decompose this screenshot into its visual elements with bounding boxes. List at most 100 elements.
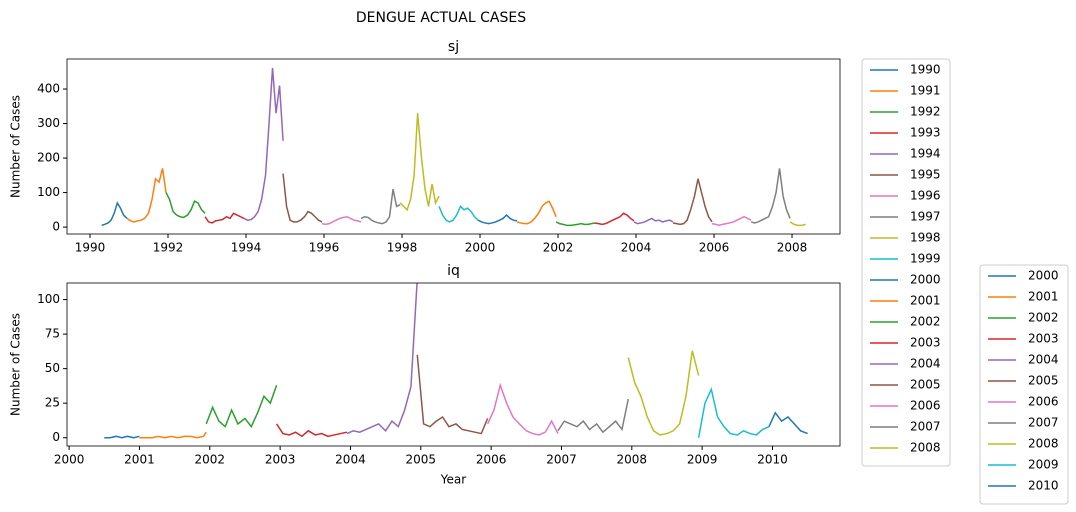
y-tick-label: 100: [37, 292, 60, 306]
series-line: [165, 192, 206, 219]
y-axis-label: Number of Cases: [9, 313, 23, 416]
series-line: [204, 212, 245, 224]
figure-title: DENGUE ACTUAL CASES: [356, 10, 526, 26]
series-line: [101, 201, 128, 227]
legend-label: 1996: [910, 189, 941, 203]
x-tick-label: 2006: [476, 453, 507, 467]
series-line: [126, 168, 167, 223]
series-line: [104, 435, 140, 439]
x-tick-label: 2004: [335, 453, 366, 467]
axes-frame: [66, 58, 841, 235]
x-tick-label: 2008: [777, 241, 808, 255]
legend-label: 2010: [1028, 479, 1059, 493]
legend-label: 2005: [910, 378, 941, 392]
legend-label: 2006: [1028, 395, 1059, 409]
x-tick-label: 1990: [75, 241, 106, 255]
series-line: [416, 354, 489, 435]
legend-label: 2004: [910, 357, 941, 371]
x-tick-label: 2002: [195, 453, 226, 467]
legend-label: 2008: [910, 441, 941, 455]
legend-label: 1992: [910, 105, 941, 119]
x-tick-label: 2006: [699, 241, 730, 255]
series-line: [627, 350, 700, 436]
y-tick-label: 400: [37, 82, 60, 96]
axes-title: sj: [448, 39, 459, 55]
legend-label: 1991: [910, 84, 941, 98]
series-line: [477, 213, 518, 225]
legend-label: 2008: [1028, 437, 1059, 451]
legend-label: 2002: [910, 315, 941, 329]
legend-label: 1999: [910, 252, 941, 266]
series-line: [555, 221, 596, 227]
legend-label: 2004: [1028, 353, 1059, 367]
series-line: [672, 178, 713, 226]
legend-label: 1993: [910, 126, 941, 140]
series-line: [243, 67, 284, 221]
legend-label: 1995: [910, 168, 941, 182]
y-tick-label: 0: [52, 220, 60, 234]
series-line: [557, 398, 630, 434]
series-line: [594, 212, 635, 226]
legend-label: 1990: [910, 63, 941, 77]
x-tick-label: 2010: [757, 453, 788, 467]
y-tick-label: 25: [45, 396, 60, 410]
series-line: [789, 221, 806, 227]
legend-label: 1997: [910, 210, 941, 224]
x-tick-label: 1994: [231, 241, 262, 255]
legend-label: 2005: [1028, 374, 1059, 388]
x-tick-label: 2000: [54, 453, 85, 467]
legend-label: 2002: [1028, 311, 1059, 325]
x-tick-label: 1998: [387, 241, 418, 255]
x-tick-label: 2004: [621, 241, 652, 255]
legend-label: 2001: [910, 294, 941, 308]
series-line: [275, 423, 348, 438]
series-line: [633, 217, 674, 225]
series-line: [321, 215, 362, 226]
series-line: [486, 382, 559, 436]
x-tick-label: 2005: [406, 453, 437, 467]
y-tick-label: 200: [37, 151, 60, 165]
series-line: [697, 387, 770, 438]
legend-label: 2000: [910, 273, 941, 287]
x-tick-label: 2001: [124, 453, 155, 467]
series-line: [205, 384, 278, 429]
y-tick-label: 300: [37, 116, 60, 130]
series-line: [139, 431, 207, 439]
series-line: [750, 168, 791, 224]
y-tick-label: 100: [37, 185, 60, 199]
legend-label: 2007: [1028, 416, 1059, 430]
axes-frame: [66, 282, 841, 447]
series-line: [282, 173, 323, 223]
x-tick-label: 1992: [153, 241, 184, 255]
x-tick-label: 2003: [265, 453, 296, 467]
x-axis-label: Year: [440, 473, 466, 487]
axes-title: iq: [447, 263, 460, 279]
series-line: [711, 215, 752, 227]
legend-label: 2007: [910, 420, 941, 434]
legend-label: 1998: [910, 231, 941, 245]
series-line: [516, 200, 557, 225]
y-tick-label: 0: [52, 430, 60, 444]
legend-label: 2000: [1028, 269, 1059, 283]
y-axis-label: Number of Cases: [9, 95, 23, 198]
legend-label: 2009: [1028, 458, 1059, 472]
x-tick-label: 2000: [465, 241, 496, 255]
series-line: [399, 113, 440, 212]
legend-label: 2003: [1028, 332, 1059, 346]
series-line: [346, 283, 418, 435]
legend-label: 2001: [1028, 290, 1059, 304]
series-line: [360, 188, 401, 225]
x-tick-label: 1996: [309, 241, 340, 255]
x-tick-label: 2008: [617, 453, 648, 467]
y-tick-label: 75: [45, 327, 60, 341]
legend-label: 2006: [910, 399, 941, 413]
series-line: [438, 205, 479, 223]
x-tick-label: 2009: [687, 453, 718, 467]
legend-label: 2003: [910, 336, 941, 350]
series-line: [768, 411, 808, 435]
y-tick-label: 50: [45, 361, 60, 375]
x-tick-label: 2007: [546, 453, 577, 467]
legend-label: 1994: [910, 147, 941, 161]
x-tick-label: 2002: [543, 241, 574, 255]
